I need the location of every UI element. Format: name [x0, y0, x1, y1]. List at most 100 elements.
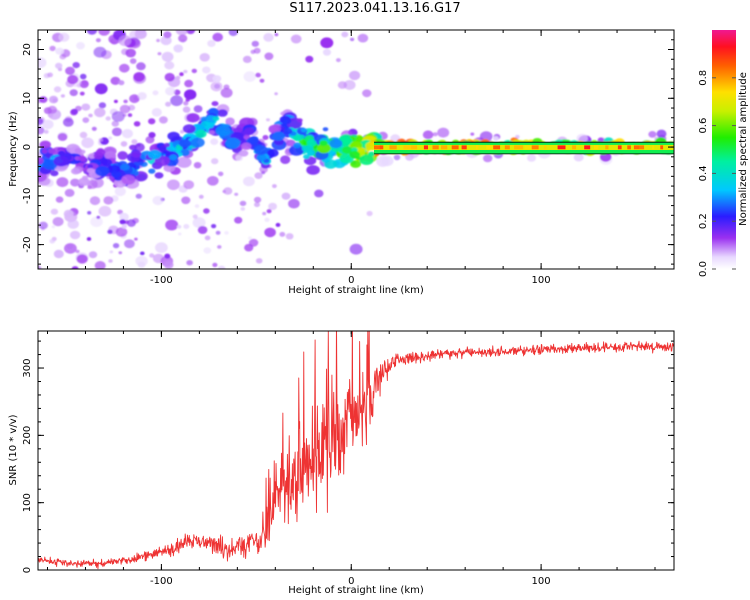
heatmap-noise-cell: [49, 239, 55, 244]
heatmap-noise-cell: [98, 138, 104, 142]
heatmap-noise-cell: [134, 237, 138, 241]
heatmap-noise-cell: [151, 108, 162, 117]
heatmap-noise-cell: [337, 81, 347, 89]
heatmap-ridge-peak: [493, 145, 501, 150]
heatmap-noise-cell: [38, 265, 42, 269]
heatmap-ridge-cell: [148, 168, 156, 174]
heatmap-noise-cell: [179, 129, 185, 134]
heatmap-noise-cell: [263, 33, 274, 42]
heatmap-noise-cell: [380, 155, 394, 167]
heatmap-noise-cell: [182, 106, 191, 113]
heatmap-noise-cell: [422, 130, 434, 140]
heatmap-noise-cell: [164, 72, 175, 82]
heatmap-ridge-peak: [617, 145, 622, 150]
heatmap-noise-cell: [47, 112, 54, 118]
heatmap-ridge-peak: [633, 145, 640, 150]
heatmap-noise-cell: [349, 70, 361, 81]
heatmap-ridge-peak: [605, 145, 609, 150]
heatmap-ridge-cell: [41, 149, 48, 154]
heatmap-noise-cell: [349, 243, 363, 255]
chart-title: S117.2023.041.13.16.G17: [289, 1, 461, 16]
heatmap-noise-cell: [103, 196, 114, 205]
heatmap-noise-cell: [272, 184, 277, 189]
heatmap-noise-cell: [70, 178, 80, 187]
y-tick-label: 0: [22, 144, 33, 150]
heatmap-ridge-cell: [186, 113, 200, 123]
heatmap-noise-cell: [127, 113, 133, 117]
heatmap-ridge-cell: [178, 139, 192, 148]
heatmap-ridge-cell: [78, 177, 90, 186]
colorbar: 0.0 0.2 0.4 0.6 0.8 Normalized spectral ampl…: [698, 30, 749, 277]
colorbar-tick-label: 0.4: [698, 165, 709, 181]
heatmap-noise-cell: [251, 40, 259, 47]
heatmap-noise-cell: [117, 209, 123, 215]
heatmap-ridge-cell: [306, 139, 317, 147]
heatmap-noise-cell: [235, 154, 243, 161]
heatmap-noise-cell: [70, 108, 78, 115]
heatmap-noise-cell: [253, 47, 261, 54]
heatmap-noise-cell: [173, 44, 183, 53]
heatmap-ridge-cell: [241, 142, 252, 150]
heatmap-noise-cell: [134, 30, 147, 40]
snr-series-line: [38, 331, 674, 570]
heatmap-noise-cell: [264, 217, 270, 222]
heatmap-noise-cell: [72, 62, 80, 69]
heatmap-ridge-cell: [120, 163, 130, 171]
heatmap-noise-cell: [240, 207, 246, 211]
heatmap-noise-cell: [224, 231, 229, 235]
heatmap-noise-cell: [357, 33, 369, 43]
heatmap-ridge-cell: [329, 138, 343, 149]
heatmap-noise-cell: [107, 229, 113, 234]
heatmap-noise-cell: [57, 133, 68, 141]
heatmap-noise-cell: [184, 79, 194, 88]
heatmap-noise-cell: [268, 202, 277, 211]
heatmap-noise-cell: [274, 92, 278, 96]
heatmap-ridge-cell: [195, 129, 207, 138]
heatmap-noise-cell: [71, 266, 79, 269]
heatmap-noise-cell: [184, 89, 197, 100]
heatmap-noise-cell: [183, 101, 189, 106]
heatmap-ridge-cell: [215, 125, 231, 137]
heatmap-ridge-cell: [48, 148, 56, 154]
heatmap-noise-cell: [290, 34, 302, 44]
heatmap-ridge-cell: [180, 149, 190, 157]
heatmap-noise-cell: [223, 187, 233, 195]
heatmap-ridge-peak: [660, 145, 664, 150]
heatmap-ridge-cell: [87, 164, 94, 169]
heatmap-noise-cell: [90, 216, 103, 227]
heatmap-noise-cell: [264, 227, 276, 238]
heatmap-noise-cell: [192, 214, 198, 219]
heatmap-noise-cell: [432, 132, 438, 137]
snr-ticks: -100 0 100 0 100 200 300: [22, 331, 674, 587]
heatmap-noise-cell: [133, 121, 141, 127]
heatmap-noise-cell: [275, 222, 281, 227]
heatmap-noise-cell: [193, 105, 203, 113]
heatmap-ridge-core: [374, 144, 674, 150]
heatmap-noise-cell: [186, 260, 193, 266]
heatmap-noise-cell: [155, 242, 168, 253]
heatmap-ridge-cell: [86, 168, 95, 174]
heatmap-noise-cell: [202, 66, 211, 74]
heatmap-noise-cell: [47, 105, 57, 114]
heatmap-noise-cell: [118, 251, 123, 255]
heatmap-noise-cell: [148, 118, 156, 125]
heatmap-noise-cell: [239, 200, 247, 207]
heatmap-noise-cell: [129, 58, 137, 64]
heatmap-noise-cell: [217, 265, 226, 269]
heatmap-noise-cell: [266, 209, 272, 214]
spectrogram-ylabel: Frequency (Hz): [8, 111, 19, 187]
heatmap-noise-cell: [193, 162, 202, 169]
heatmap-noise-cell: [178, 34, 188, 43]
heatmap-ridge-cell: [101, 158, 113, 167]
heatmap-ridge-cell: [297, 118, 303, 123]
heatmap-noise-cell: [82, 117, 90, 123]
heatmap-noise-cell: [186, 30, 196, 35]
heatmap-ridge-peak: [524, 145, 534, 150]
heatmap-noise-cell: [42, 119, 54, 130]
heatmap-ridge-cell: [256, 154, 267, 162]
heatmap-noise-cell: [259, 78, 265, 83]
heatmap-noise-cell: [264, 52, 274, 61]
heatmap-ridge-cell: [349, 150, 361, 159]
heatmap-ridge-peak: [461, 145, 467, 150]
heatmap-noise-cell: [69, 230, 81, 240]
